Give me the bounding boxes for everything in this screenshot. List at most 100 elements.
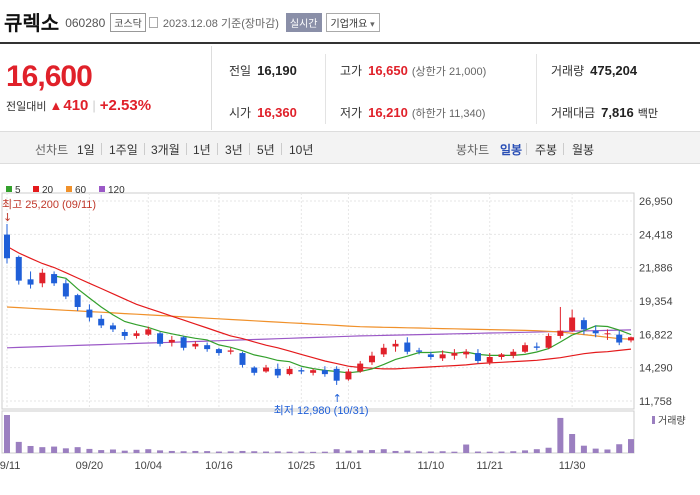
price-chart[interactable]: 26,950 24,418 21,886 19,354 16,822 14,290 11,7…: [0, 165, 700, 490]
chart-toolbar: 선차트 1일 1주일 3개월 1년 3년 5년 10년 봉차트 일봉 주봉 월봉: [0, 131, 700, 164]
current-price: 16,600: [6, 60, 93, 93]
volume-bar: [451, 451, 458, 453]
separator: [186, 143, 187, 155]
legend-swatch: [66, 186, 72, 192]
separator: [563, 143, 564, 155]
y-tick-label: 16,822: [639, 329, 673, 341]
volume-bar: [498, 451, 505, 453]
volume-bar: [463, 444, 470, 453]
period-1w[interactable]: 1주일: [109, 143, 138, 157]
company-overview-label: 기업개요: [330, 18, 368, 30]
volume-bar: [133, 449, 140, 453]
x-tick-label: 11/01: [335, 460, 362, 472]
candle-body: [510, 351, 517, 356]
separator: [217, 143, 218, 155]
company-overview-button[interactable]: 기업개요 ▾: [325, 12, 380, 32]
candle-body: [416, 350, 423, 352]
candle-body: [557, 330, 564, 336]
period-3m[interactable]: 3개월: [151, 143, 180, 157]
candle-body: [27, 279, 34, 285]
x-tick-label: 11/10: [417, 460, 444, 472]
candle-body: [533, 346, 540, 348]
period-1d[interactable]: 1일: [77, 143, 95, 157]
period-10y[interactable]: 10년: [289, 143, 314, 157]
candle-body: [333, 368, 340, 381]
separator: [144, 143, 145, 155]
separator: [249, 143, 250, 155]
candle-body: [298, 370, 305, 372]
volume-bar: [180, 451, 187, 453]
volume-bar: [86, 448, 93, 453]
legend-label: 120: [108, 185, 125, 196]
candle-body: [263, 367, 270, 372]
volume-bar: [474, 451, 481, 453]
realtime-button[interactable]: 실시간: [285, 12, 322, 32]
legend-swatch: [99, 186, 105, 192]
document-icon[interactable]: [148, 16, 158, 28]
volume-bar: [274, 451, 281, 453]
volume-bar: [592, 448, 599, 453]
candle-weekly[interactable]: 주봉: [535, 143, 558, 157]
volume-bar: [145, 449, 152, 453]
volume-bar: [616, 444, 623, 453]
y-tick-label: 14,290: [639, 363, 673, 375]
price-change-row: 전일대비 ▲ 410 | +2.53%: [6, 97, 151, 114]
x-tick-label: 11/21: [476, 460, 503, 472]
candle-body: [145, 329, 152, 335]
market-badge: 코스닥: [110, 12, 146, 32]
up-arrow-icon: ▲: [49, 98, 63, 113]
legend-label: 20: [42, 185, 54, 196]
period-3y[interactable]: 3년: [225, 143, 243, 157]
volume-bar: [263, 451, 270, 453]
x-tick-label: 10/25: [288, 460, 316, 472]
high-annotation: 최고 25,200 (09/11): [2, 198, 96, 211]
volume-value: 475,204: [590, 63, 638, 78]
candle-body: [345, 371, 352, 380]
stat-prev: 전일 16,190: [229, 62, 297, 79]
candle-body: [404, 342, 411, 352]
candle-body: [286, 368, 293, 375]
open-value: 16,360: [257, 105, 297, 120]
candle-body: [51, 274, 58, 284]
candle-body: [204, 345, 211, 350]
volume-legend-swatch: [652, 416, 655, 424]
candle-body: [486, 357, 493, 363]
x-tick-label: 09/20: [76, 460, 104, 472]
candle-body: [227, 350, 234, 352]
open-label: 시가: [229, 106, 252, 120]
volume-bar: [392, 450, 399, 453]
separator: [526, 143, 527, 155]
candle-body: [392, 343, 399, 347]
price-panel: 16,600 전일대비 ▲ 410 | +2.53%: [0, 46, 210, 130]
prev-label: 전일: [229, 64, 252, 78]
high-label: 고가: [340, 64, 363, 78]
volume-bar: [357, 450, 364, 453]
volume-bar: [109, 449, 116, 453]
volume-bar: [192, 450, 199, 453]
candle-monthly[interactable]: 월봉: [572, 143, 595, 157]
volume-bar: [204, 451, 211, 453]
legend-label: 5: [15, 185, 21, 196]
candlestick-chart[interactable]: 26,950 24,418 21,886 19,354 16,822 14,290 11,7…: [0, 165, 700, 490]
y-tick-label: 24,418: [639, 229, 673, 241]
candle-body: [310, 370, 317, 373]
candle-body: [39, 272, 46, 284]
volume-bar: [51, 446, 58, 453]
stats-divider: [536, 54, 537, 124]
volume-bar: [380, 449, 387, 453]
candle-body: [522, 345, 529, 352]
candle-body: [4, 234, 10, 259]
candle-daily[interactable]: 일봉: [500, 143, 523, 157]
chevron-down-icon: ▾: [370, 18, 375, 29]
candle-body: [121, 331, 128, 336]
stock-code: 060280: [65, 15, 106, 30]
candle-body: [368, 355, 375, 363]
volume-bar: [157, 450, 164, 453]
stat-low: 저가 16,210 (하한가 11,340): [340, 104, 485, 121]
candle-body: [474, 353, 481, 361]
period-1y[interactable]: 1년: [193, 143, 211, 157]
volume-bar: [251, 451, 258, 453]
period-5y[interactable]: 5년: [257, 143, 275, 157]
volume-bar: [62, 448, 69, 453]
up-arrow-icon: ↑: [333, 392, 342, 405]
